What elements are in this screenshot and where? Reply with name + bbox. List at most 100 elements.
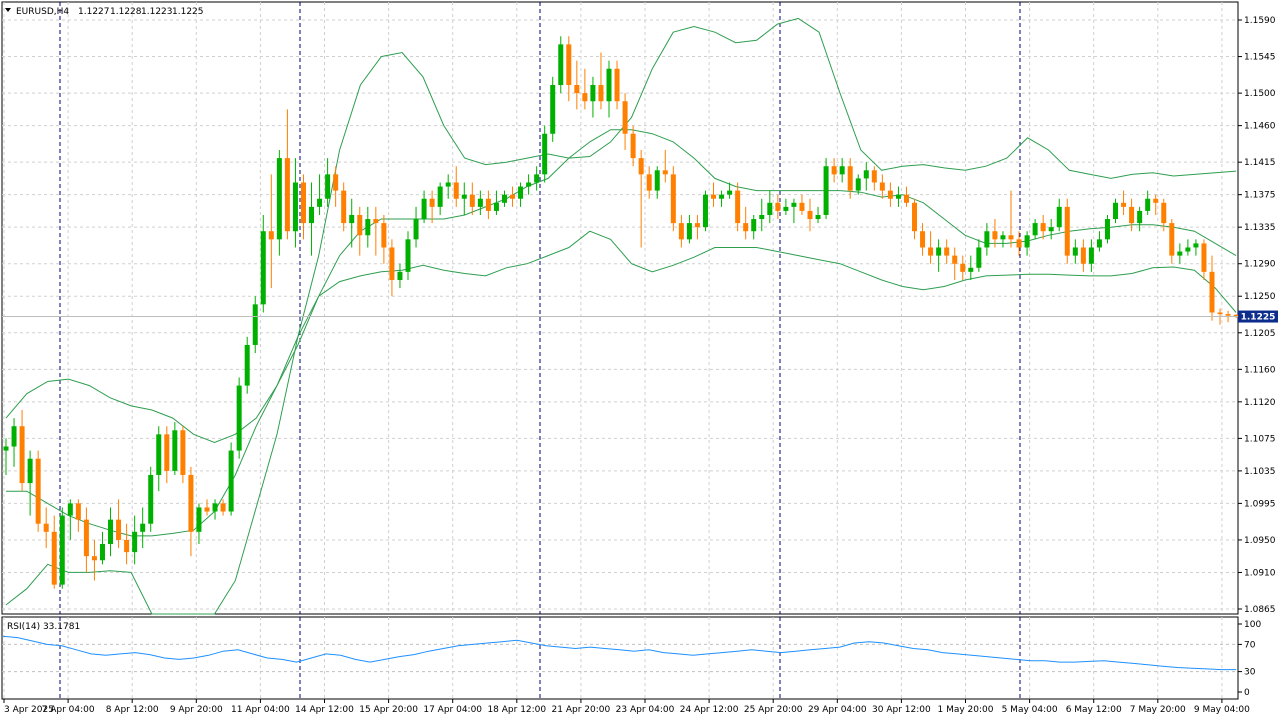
- candle-body: [566, 44, 572, 85]
- candle-body: [501, 194, 507, 203]
- candle: [252, 296, 258, 354]
- candle: [1008, 190, 1014, 248]
- candle-body: [1104, 219, 1110, 240]
- candle: [871, 166, 877, 191]
- candle-body: [309, 206, 315, 224]
- rsi-tick-label: 30: [1244, 668, 1256, 678]
- candle: [365, 206, 371, 248]
- candle: [236, 377, 242, 459]
- candle: [11, 418, 17, 467]
- candle: [944, 239, 950, 264]
- candle-body: [1064, 206, 1070, 256]
- candle-body: [976, 247, 982, 268]
- price-axis[interactable]: 1.1590 1.1545 1.1500 1.1460 1.1415 1.1375 1.13…: [1238, 16, 1276, 615]
- candle-body: [630, 133, 636, 159]
- candle-body: [686, 223, 692, 240]
- candle: [903, 186, 909, 207]
- candle-body: [912, 202, 918, 232]
- candle: [1016, 231, 1022, 256]
- candle-body: [1088, 247, 1094, 264]
- candle: [172, 422, 178, 475]
- rsi-pane-border: [1, 616, 1239, 700]
- candle: [1121, 190, 1127, 215]
- candle: [839, 158, 845, 183]
- candle-body: [815, 214, 821, 220]
- candle: [1080, 239, 1086, 272]
- candle-body: [1209, 271, 1215, 313]
- price-tick-label: 1.1590: [1244, 16, 1276, 26]
- triangle-down-icon[interactable]: [5, 8, 11, 12]
- candle-body: [477, 198, 483, 207]
- time-tick-label: 18 Apr 12:00: [487, 705, 546, 715]
- time-tick-label: 1 May 20:00: [938, 705, 994, 715]
- candle-body: [341, 190, 347, 224]
- candle: [1177, 243, 1183, 264]
- candle: [630, 125, 636, 167]
- candle: [1169, 219, 1175, 264]
- candle: [260, 214, 266, 313]
- candle-body: [542, 133, 548, 175]
- candle-body: [91, 556, 97, 561]
- candle-body: [1008, 235, 1014, 240]
- candle: [976, 239, 982, 272]
- candle: [67, 499, 73, 540]
- candle-body: [1161, 202, 1167, 224]
- candle-body: [59, 515, 65, 585]
- candle-body: [928, 247, 934, 256]
- candle: [333, 166, 339, 207]
- price-tick-label: 1.1500: [1244, 89, 1276, 99]
- time-tick-label: 30 Apr 12:00: [872, 705, 931, 715]
- candle-body: [518, 186, 524, 199]
- price-tick-label: 1.0950: [1244, 536, 1276, 546]
- candle: [606, 60, 612, 118]
- price-tick-label: 1.1160: [1244, 365, 1276, 375]
- candle: [204, 499, 210, 516]
- bollinger-lower: [5, 230, 1237, 615]
- candle-body: [1056, 206, 1062, 228]
- candle: [759, 198, 765, 232]
- candle: [1056, 198, 1062, 232]
- candle-body: [590, 84, 596, 102]
- candle-body: [992, 231, 998, 240]
- candle-body: [1129, 206, 1135, 224]
- time-tick-label: 7 Apr 04:00: [42, 705, 95, 715]
- candle: [823, 158, 829, 220]
- candle-body: [936, 247, 942, 256]
- time-tick-label: 23 Apr 04:00: [616, 705, 675, 715]
- price-pane[interactable]: 1.1590 1.1545 1.1500 1.1460 1.1415 1.1375 1.13…: [1, 1, 1278, 615]
- candle-body: [469, 194, 475, 207]
- candle-body: [719, 194, 725, 199]
- candle: [373, 206, 379, 256]
- time-tick-label: 25 Apr 20:00: [744, 705, 803, 715]
- candle: [984, 223, 990, 256]
- candle: [276, 149, 282, 256]
- candle-body: [252, 304, 258, 345]
- candle-body: [51, 531, 57, 585]
- candle-body: [598, 84, 604, 102]
- candle-body: [1032, 223, 1038, 236]
- candle-body: [1137, 210, 1143, 224]
- rsi-pane[interactable]: 100 70 30 0 RSI(14) 33.1781: [1, 616, 1261, 700]
- candle-body: [855, 178, 861, 191]
- candle-body: [1080, 247, 1086, 264]
- candle-body: [743, 223, 749, 232]
- candle: [284, 109, 290, 240]
- candle-body: [228, 450, 234, 512]
- candle: [1161, 198, 1167, 232]
- candle: [952, 247, 958, 280]
- candle: [188, 466, 194, 557]
- candle-body: [437, 186, 443, 207]
- price-tag-text: 1.1225: [1241, 313, 1276, 323]
- candle-body: [485, 198, 491, 211]
- candle: [936, 239, 942, 272]
- time-tick-label: 11 Apr 04:00: [231, 705, 290, 715]
- candle: [719, 190, 725, 207]
- candle: [51, 515, 57, 589]
- time-tick-label: 9 May 04:00: [1194, 705, 1250, 715]
- candle-body: [1233, 314, 1239, 317]
- time-tick-label: 3 Apr 2025: [4, 705, 54, 715]
- session-separators: [59, 2, 1021, 614]
- candle: [590, 76, 596, 118]
